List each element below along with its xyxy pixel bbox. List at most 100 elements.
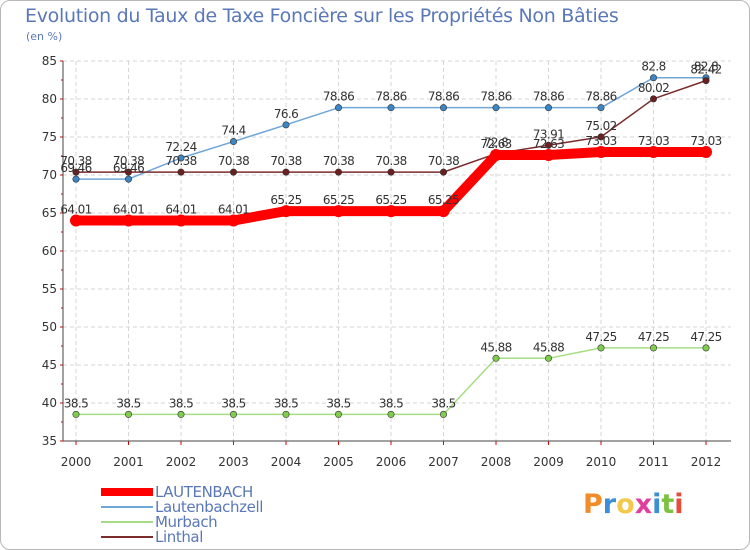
data-point bbox=[387, 168, 395, 176]
y-axis-unit: (en %) bbox=[26, 30, 63, 43]
data-point bbox=[177, 168, 185, 176]
logo-letter: P bbox=[583, 489, 603, 520]
data-point bbox=[230, 138, 238, 146]
logo-letter: t bbox=[661, 489, 675, 520]
data-label: 38.5 bbox=[64, 396, 88, 410]
data-label: 72.24 bbox=[165, 140, 196, 154]
data-label: 64.01 bbox=[218, 203, 249, 217]
data-label: 78.86 bbox=[375, 90, 406, 104]
data-label: 65.25 bbox=[375, 193, 406, 207]
legend-label: Linthal bbox=[155, 528, 203, 546]
data-label: 69.46 bbox=[60, 161, 91, 175]
data-point bbox=[649, 74, 657, 82]
data-point bbox=[597, 133, 605, 141]
data-point bbox=[439, 410, 447, 418]
data-point bbox=[72, 175, 80, 183]
data-point bbox=[334, 104, 342, 112]
data-label: 70.38 bbox=[375, 154, 406, 168]
data-point bbox=[177, 410, 185, 418]
data-label: 72.8 bbox=[484, 136, 508, 150]
legend-label: Murbach bbox=[155, 513, 218, 531]
data-label: 72.63 bbox=[480, 137, 511, 151]
data-point bbox=[334, 168, 342, 176]
data-point bbox=[492, 104, 500, 112]
data-point bbox=[439, 104, 447, 112]
data-label: 78.86 bbox=[533, 90, 564, 104]
data-point bbox=[702, 77, 710, 85]
data-label: 70.38 bbox=[218, 154, 249, 168]
data-label: 64.01 bbox=[113, 203, 144, 217]
data-point bbox=[542, 149, 555, 162]
data-label: 73.03 bbox=[638, 134, 669, 148]
data-point bbox=[544, 354, 552, 362]
data-label: 47.25 bbox=[585, 330, 616, 344]
data-point bbox=[649, 95, 657, 103]
x-tick-label: 2005 bbox=[323, 455, 354, 469]
logo-letter: o bbox=[616, 489, 635, 520]
y-tick-label: 70 bbox=[42, 168, 57, 182]
data-point bbox=[175, 214, 187, 227]
logo-letter: r bbox=[602, 489, 617, 520]
y-tick-label: 50 bbox=[42, 320, 57, 334]
data-point bbox=[122, 214, 135, 227]
data-point bbox=[597, 344, 605, 352]
data-point bbox=[387, 410, 395, 418]
data-point bbox=[385, 205, 397, 218]
data-label: 38.5 bbox=[169, 396, 193, 410]
x-tick-label: 2007 bbox=[428, 455, 459, 469]
proxiti-logo: Proxiti bbox=[583, 489, 684, 520]
data-label: 78.86 bbox=[585, 90, 616, 104]
data-point bbox=[282, 121, 290, 129]
x-tick-label: 2000 bbox=[61, 455, 92, 469]
data-point bbox=[280, 205, 292, 218]
y-tick-label: 80 bbox=[42, 92, 57, 106]
data-point bbox=[70, 214, 82, 227]
legend-label: Lautenbachzell bbox=[155, 498, 263, 516]
y-tick-label: 85 bbox=[42, 54, 57, 68]
data-label: 82.8 bbox=[694, 60, 718, 74]
data-point bbox=[700, 145, 712, 158]
data-label: 38.5 bbox=[326, 396, 350, 410]
data-point bbox=[230, 168, 238, 176]
data-label: 65.25 bbox=[428, 193, 459, 207]
data-label: 72.63 bbox=[533, 137, 564, 151]
data-label: 82.8 bbox=[641, 60, 665, 74]
data-label: 73.03 bbox=[690, 134, 721, 148]
legend-swatch-murbach bbox=[101, 521, 153, 523]
data-label: 64.01 bbox=[60, 203, 91, 217]
data-point bbox=[597, 104, 605, 112]
data-point bbox=[490, 149, 502, 162]
data-label: 65.25 bbox=[323, 193, 354, 207]
data-point bbox=[595, 145, 607, 158]
data-point bbox=[649, 344, 657, 352]
data-label: 38.5 bbox=[221, 396, 245, 410]
y-tick-label: 55 bbox=[42, 282, 57, 296]
data-label: 70.38 bbox=[428, 154, 459, 168]
x-tick-label: 2001 bbox=[113, 455, 144, 469]
data-point bbox=[177, 154, 185, 162]
chart-title: Evolution du Taux de Taxe Foncière sur l… bbox=[25, 5, 619, 27]
data-label: 70.38 bbox=[113, 154, 144, 168]
data-label: 80.02 bbox=[638, 81, 669, 95]
data-label: 70.38 bbox=[60, 154, 91, 168]
y-tick-label: 45 bbox=[42, 358, 57, 372]
logo-letter: i bbox=[674, 489, 684, 520]
data-label: 70.38 bbox=[165, 154, 196, 168]
data-label: 38.5 bbox=[116, 396, 140, 410]
x-tick-label: 2008 bbox=[481, 455, 512, 469]
data-point bbox=[439, 168, 447, 176]
x-tick-label: 2002 bbox=[166, 455, 197, 469]
data-label: 47.25 bbox=[690, 330, 721, 344]
data-label: 75.02 bbox=[585, 119, 616, 133]
logo-letter: x bbox=[634, 489, 653, 520]
data-point bbox=[282, 168, 290, 176]
x-tick-label: 2003 bbox=[218, 455, 249, 469]
data-label: 64.01 bbox=[165, 203, 196, 217]
data-label: 78.86 bbox=[428, 90, 459, 104]
data-label: 38.5 bbox=[431, 396, 455, 410]
x-tick-label: 2006 bbox=[376, 455, 407, 469]
data-point bbox=[544, 141, 552, 149]
data-label: 65.25 bbox=[270, 193, 301, 207]
data-point bbox=[227, 214, 240, 227]
